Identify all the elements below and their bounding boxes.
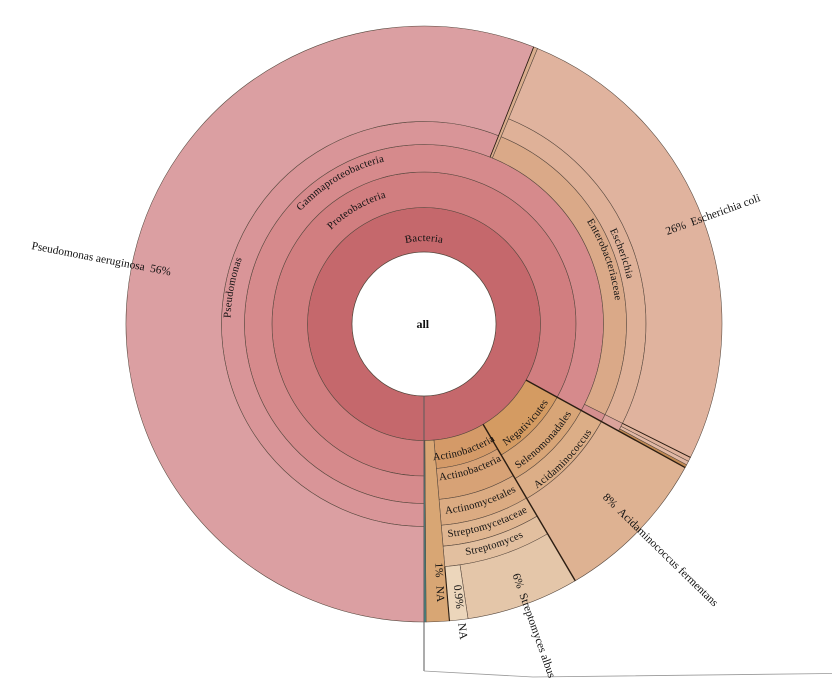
svg-text:all: all — [416, 317, 429, 331]
svg-text:1% NA: 1% NA — [432, 562, 446, 602]
svg-text:Bacteria: Bacteria — [404, 233, 444, 246]
